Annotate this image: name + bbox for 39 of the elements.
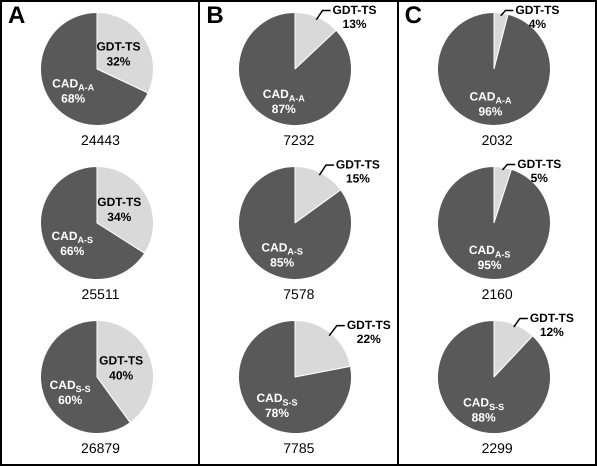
slice-label: GDT-TS <box>529 310 574 325</box>
slice-label: GDT-TS <box>336 157 380 172</box>
slice-label: GDT-TS <box>515 2 560 17</box>
text: 2032 <box>480 132 514 148</box>
text: 7785 <box>282 440 316 456</box>
slice-label: GDT-TS <box>332 2 377 17</box>
text: 2160 <box>480 286 514 302</box>
slice-label: GDT-TS <box>516 156 561 171</box>
data-label: 78% <box>265 406 290 420</box>
data-label: 68% <box>61 91 86 106</box>
text: 7232 <box>282 132 316 148</box>
text: 25511 <box>80 286 120 302</box>
chart-title: C <box>404 2 422 30</box>
data-label: 66% <box>60 244 85 258</box>
slice-label: GDT-TS <box>96 40 140 54</box>
slice-label: GDT-TS <box>347 318 392 332</box>
text: 24443 <box>80 132 121 148</box>
data-label: 34% <box>107 210 132 224</box>
slice-label: GDT-TS <box>99 353 144 368</box>
data-label: 12% <box>539 324 564 339</box>
data-label: 22% <box>357 332 382 346</box>
text: 2299 <box>480 440 514 456</box>
chart-title: B <box>206 2 224 30</box>
slice-label: GDT-TS <box>97 195 142 210</box>
data-label: 15% <box>346 171 371 186</box>
data-label: 13% <box>342 16 368 31</box>
data-label: 32% <box>106 54 131 69</box>
chart-title: A <box>8 2 26 30</box>
data-label: 96% <box>478 104 502 118</box>
text: 26879 <box>80 440 121 456</box>
data-label: 60% <box>58 393 82 408</box>
data-label: 87% <box>272 102 296 116</box>
data-label: 95% <box>477 258 502 272</box>
data-label: 4% <box>528 16 546 31</box>
data-label: 5% <box>530 170 548 185</box>
data-label: 85% <box>270 255 295 270</box>
data-label: 88% <box>471 410 496 425</box>
data-label: 40% <box>109 368 134 382</box>
text: 7578 <box>282 286 316 302</box>
